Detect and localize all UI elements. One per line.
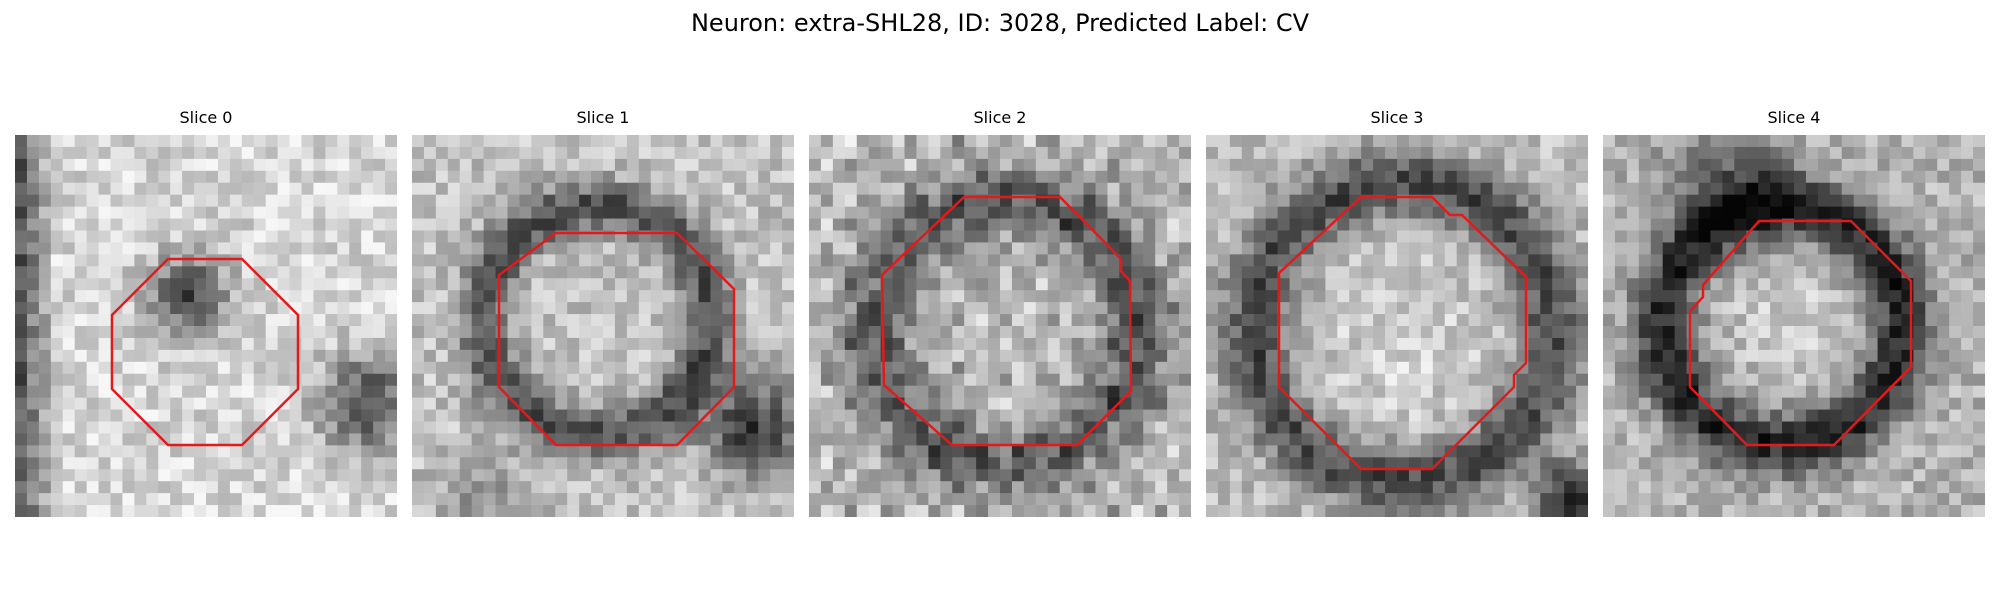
grayscale-pixels [412, 135, 794, 517]
slice-title: Slice 1 [576, 108, 630, 127]
slice-image-2 [809, 135, 1191, 517]
slice-title: Slice 2 [973, 108, 1027, 127]
slice-panel-4: Slice 4 [1603, 108, 1985, 517]
cell-contour [1277, 195, 1528, 471]
grayscale-pixels [809, 135, 1191, 517]
cell-contour [880, 195, 1133, 447]
slice-panel-3: Slice 3 [1206, 108, 1588, 517]
slice-panel-1: Slice 1 [412, 108, 794, 517]
figure-title: Neuron: extra-SHL28, ID: 3028, Predicted… [690, 9, 1310, 37]
slice-panel-0: Slice 0 [15, 108, 397, 517]
slice-image-3 [1206, 135, 1588, 517]
slice-image-1 [412, 135, 794, 517]
slice-image-0 [15, 135, 397, 517]
slice-image-4 [1603, 135, 1985, 517]
cell-contour [110, 257, 300, 447]
slice-panel-2: Slice 2 [809, 108, 1191, 517]
slice-title: Slice 0 [179, 108, 233, 127]
grayscale-pixels [15, 135, 397, 517]
slice-title: Slice 3 [1370, 108, 1424, 127]
grayscale-pixels [1603, 135, 1985, 517]
grayscale-pixels [1206, 135, 1588, 517]
cell-contour [497, 231, 736, 447]
cell-contour [1688, 219, 1913, 447]
slice-title: Slice 4 [1767, 108, 1821, 127]
